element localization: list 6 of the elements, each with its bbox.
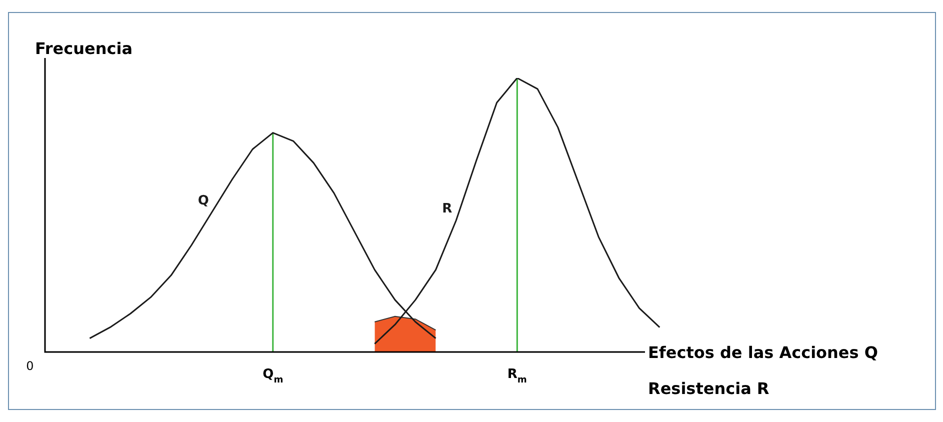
x-axis-title: Efectos de las Acciones Q [648,343,878,362]
y-axis-title: Frecuencia [35,39,133,58]
series-label: Q [198,193,209,208]
text: Resistencia R [648,379,770,398]
series-label: R [442,201,452,216]
text: 0 [26,359,34,373]
